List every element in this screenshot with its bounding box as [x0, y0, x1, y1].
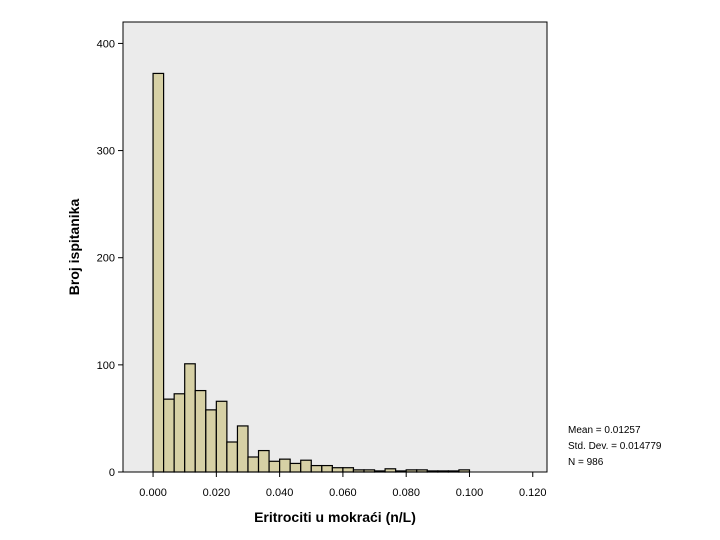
x-tick-label-4: 0.080 [392, 487, 420, 499]
histogram-bar-14 [300, 459, 312, 473]
x-tick-label-2: 0.040 [266, 487, 294, 499]
histogram-bar-6 [215, 400, 228, 473]
y-tick-label-1: 100 [97, 360, 115, 372]
histogram-bar-13 [289, 462, 302, 473]
y-tick-label-0: 0 [109, 467, 115, 479]
x-tick-label-1: 0.020 [203, 487, 231, 499]
histogram-bar-9 [247, 456, 260, 473]
stats-mean: Mean = 0.01257 [568, 425, 641, 436]
histogram-bar-11 [268, 460, 281, 473]
stats-n: N = 986 [568, 457, 604, 468]
histogram-bar-4 [194, 389, 207, 473]
histogram-bar-1 [163, 398, 175, 473]
histogram-bar-3 [184, 363, 196, 473]
x-tick-label-0: 0.000 [139, 487, 167, 499]
histogram-bar-7 [226, 441, 239, 473]
stats-std-dev: Std. Dev. = 0.014779 [568, 441, 662, 452]
histogram-bar-10 [257, 449, 270, 473]
histogram-bar-15 [310, 464, 323, 473]
histogram-bar-16 [321, 464, 333, 473]
histogram-bar-18 [342, 467, 355, 473]
y-tick-label-3: 300 [97, 146, 115, 158]
x-tick-label-3: 0.060 [329, 487, 357, 499]
y-axis-ticks: 0 100 200 300 400 [97, 38, 123, 479]
y-axis-title: Broj ispitanika [66, 199, 82, 296]
histogram-bar-8 [236, 425, 249, 473]
histogram-bar-17 [331, 467, 344, 473]
x-tick-label-5: 0.100 [456, 487, 484, 499]
histogram-bar-2 [173, 393, 186, 473]
x-tick-label-6: 0.120 [519, 487, 547, 499]
histogram-bar-5 [205, 409, 217, 473]
x-axis-title: Eritrociti u mokraći (n/L) [254, 509, 416, 525]
y-tick-label-2: 200 [97, 253, 115, 265]
x-axis-ticks: 0.000 0.020 0.040 0.060 0.080 0.100 0.120 [139, 472, 547, 499]
y-tick-label-4: 400 [97, 38, 115, 50]
histogram-bar-12 [279, 458, 291, 473]
histogram-bar-0 [152, 72, 165, 473]
